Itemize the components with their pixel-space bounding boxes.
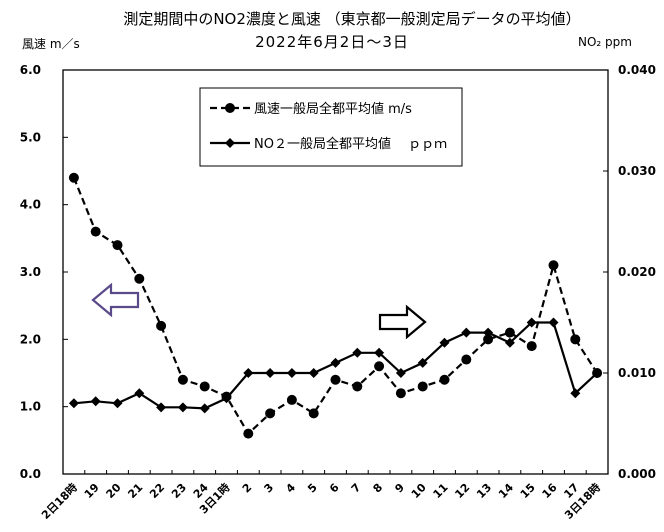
x-tick-label: 5 [305, 481, 320, 496]
wind-speed-point [417, 381, 428, 392]
wind-speed-point [374, 361, 385, 372]
wind-speed-point [395, 388, 406, 399]
no2-point [330, 357, 341, 368]
wind-speed-point [265, 408, 276, 419]
no2-point [417, 357, 428, 368]
no2-point [243, 368, 254, 378]
x-tick-label: 6 [327, 481, 342, 496]
x-tick-label: 23 [169, 481, 189, 501]
y-axis-left-label: 風速 m／s [22, 37, 80, 51]
right-axis-arrow-icon [378, 304, 427, 340]
y-right-tick-label: 0.040 [618, 63, 656, 77]
x-tick-label: 4 [283, 481, 298, 496]
no2-point [374, 347, 385, 358]
x-tick-label: 2 [240, 481, 255, 496]
x-tick-label: 11 [431, 481, 451, 501]
chart-title: 測定期間中のNO2濃度と風速 （東京都一般測定局データの平均値） [123, 10, 581, 28]
x-tick-label: 8 [371, 481, 386, 496]
no2-point [504, 337, 515, 348]
wind-speed-series-line [72, 177, 599, 436]
x-tick-label: 10 [409, 481, 429, 501]
no2-point [526, 317, 537, 328]
y-right-tick-label: 0.000 [618, 467, 656, 481]
legend-wind-marker [225, 103, 235, 113]
no2-point [461, 327, 472, 338]
wind-speed-point [570, 334, 581, 345]
x-tick-label: 12 [452, 481, 472, 501]
x-tick-label: 13 [474, 481, 494, 501]
y-left-tick-label: 2.0 [20, 332, 41, 346]
y-left-tick-label: 0.0 [20, 467, 41, 481]
no2-point [134, 388, 145, 399]
x-tick-label: 16 [540, 481, 560, 501]
y-left-tick-label: 6.0 [20, 63, 41, 77]
legend-no2-marker [225, 138, 235, 148]
no2-point [112, 398, 123, 409]
wind-speed-point [526, 341, 537, 352]
wind-speed-point [243, 428, 254, 439]
no2-point [156, 402, 167, 413]
no2-point [548, 317, 559, 328]
legend-box [199, 87, 463, 167]
x-tick-label: 20 [104, 481, 124, 501]
x-tick-label: 2日18時 [38, 480, 80, 522]
wind-speed-point [548, 260, 559, 271]
x-tick-label: 9 [392, 481, 407, 496]
no2-point [592, 368, 603, 378]
no2-point [68, 398, 79, 409]
y-axis-right-label: NO₂ ppm [578, 35, 632, 49]
left-axis-arrow-icon [91, 282, 140, 318]
wind-speed-point [156, 320, 167, 331]
no2-point [352, 347, 363, 358]
x-tick-label: 22 [147, 481, 167, 501]
no2-point [439, 337, 450, 348]
wind-speed-point [177, 374, 188, 385]
x-tick-label: 7 [349, 481, 364, 496]
wind-speed-point [112, 240, 123, 251]
wind-speed-point [352, 381, 363, 392]
wind-speed-point [483, 334, 494, 345]
wind-speed-point [68, 172, 79, 183]
y-right-tick-label: 0.030 [618, 164, 656, 178]
wind-speed-point [439, 374, 450, 385]
wind-speed-point [90, 226, 101, 237]
wind-speed-point [504, 327, 515, 338]
wind-speed-point [286, 394, 297, 405]
legend-wind-label: 風速一般局全都平均値 m/s [254, 101, 412, 117]
wind-speed-point [134, 273, 145, 284]
no2-point [221, 393, 232, 404]
wind-speed-point [330, 374, 341, 385]
no2-point [90, 396, 101, 407]
no2-point [177, 402, 188, 413]
no2-point [199, 403, 210, 414]
no2-point [265, 368, 276, 378]
y-left-tick-label: 3.0 [20, 265, 41, 279]
y-left-tick-label: 5.0 [20, 130, 41, 144]
no2-point [570, 388, 581, 399]
x-tick-label: 19 [82, 481, 102, 501]
y-right-tick-label: 0.020 [618, 265, 656, 279]
chart-subtitle: 2022年6月2日～3日 [255, 33, 409, 51]
wind-speed-point [199, 381, 210, 392]
y-right-tick-label: 0.010 [618, 366, 656, 380]
wind-speed-point [308, 408, 319, 419]
no2-point [286, 368, 297, 378]
legend-no2-label: NO２一般局全都平均値 ｐｐｍ [254, 136, 447, 152]
y-left-tick-label: 4.0 [20, 198, 41, 212]
no2-point [308, 368, 319, 378]
x-tick-label: 3 [262, 481, 277, 496]
x-tick-label: 15 [518, 481, 538, 501]
no2-point [395, 368, 406, 378]
y-left-tick-label: 1.0 [20, 400, 41, 414]
no2-point [483, 327, 494, 338]
x-tick-label: 14 [496, 481, 516, 501]
wind-speed-point [461, 354, 472, 365]
x-tick-label: 21 [125, 481, 145, 501]
